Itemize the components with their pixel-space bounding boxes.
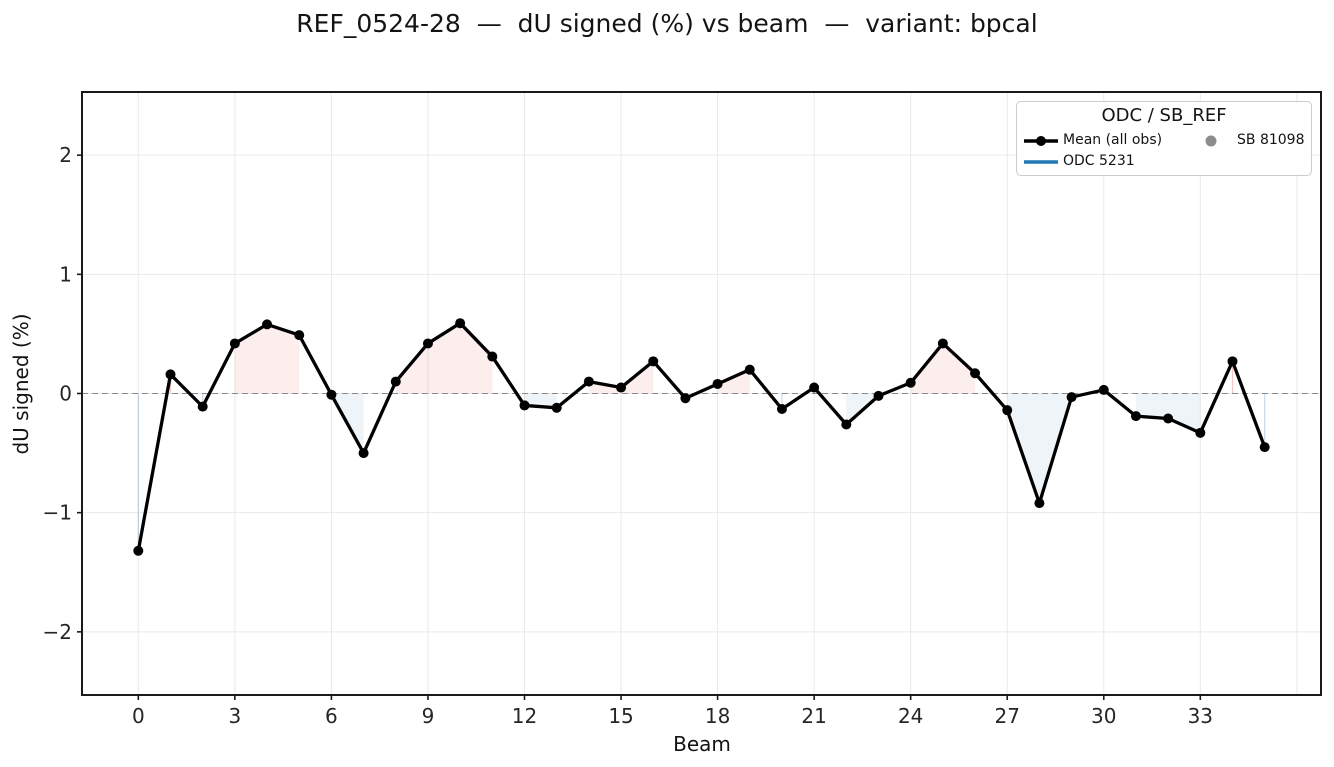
svg-text:24: 24 (898, 704, 923, 728)
svg-text:2: 2 (59, 143, 72, 167)
sb-dot-swatch-icon (1205, 135, 1217, 147)
svg-text:0: 0 (59, 382, 72, 406)
chart-title: REF_0524-28 — dU signed (%) vs beam — va… (296, 9, 1038, 38)
svg-text:0: 0 (132, 704, 145, 728)
y-axis-label: dU signed (%) (9, 313, 33, 455)
svg-text:33: 33 (1188, 704, 1213, 728)
svg-text:−1: −1 (43, 501, 72, 525)
svg-text:12: 12 (512, 704, 537, 728)
svg-text:9: 9 (422, 704, 435, 728)
legend-label-sb: SB 81098 (1237, 132, 1305, 148)
svg-text:21: 21 (801, 704, 826, 728)
svg-text:−2: −2 (43, 620, 72, 644)
svg-text:15: 15 (608, 704, 633, 728)
svg-text:30: 30 (1091, 704, 1116, 728)
svg-text:6: 6 (325, 704, 338, 728)
legend-label-mean: Mean (all obs) (1063, 132, 1163, 148)
x-axis-label: Beam (673, 732, 731, 756)
svg-text:1: 1 (59, 262, 72, 286)
svg-text:3: 3 (228, 704, 241, 728)
svg-text:27: 27 (995, 704, 1020, 728)
svg-text:18: 18 (705, 704, 730, 728)
legend-box: ODC / SB_REF Mean (all obs) SB 81098 ODC… (1016, 101, 1312, 176)
mean-line-swatch-icon (1024, 136, 1058, 146)
odc-line-swatch-icon (1024, 160, 1058, 164)
legend-label-odc: ODC 5231 (1063, 153, 1135, 169)
legend-title: ODC / SB_REF (1101, 105, 1227, 126)
